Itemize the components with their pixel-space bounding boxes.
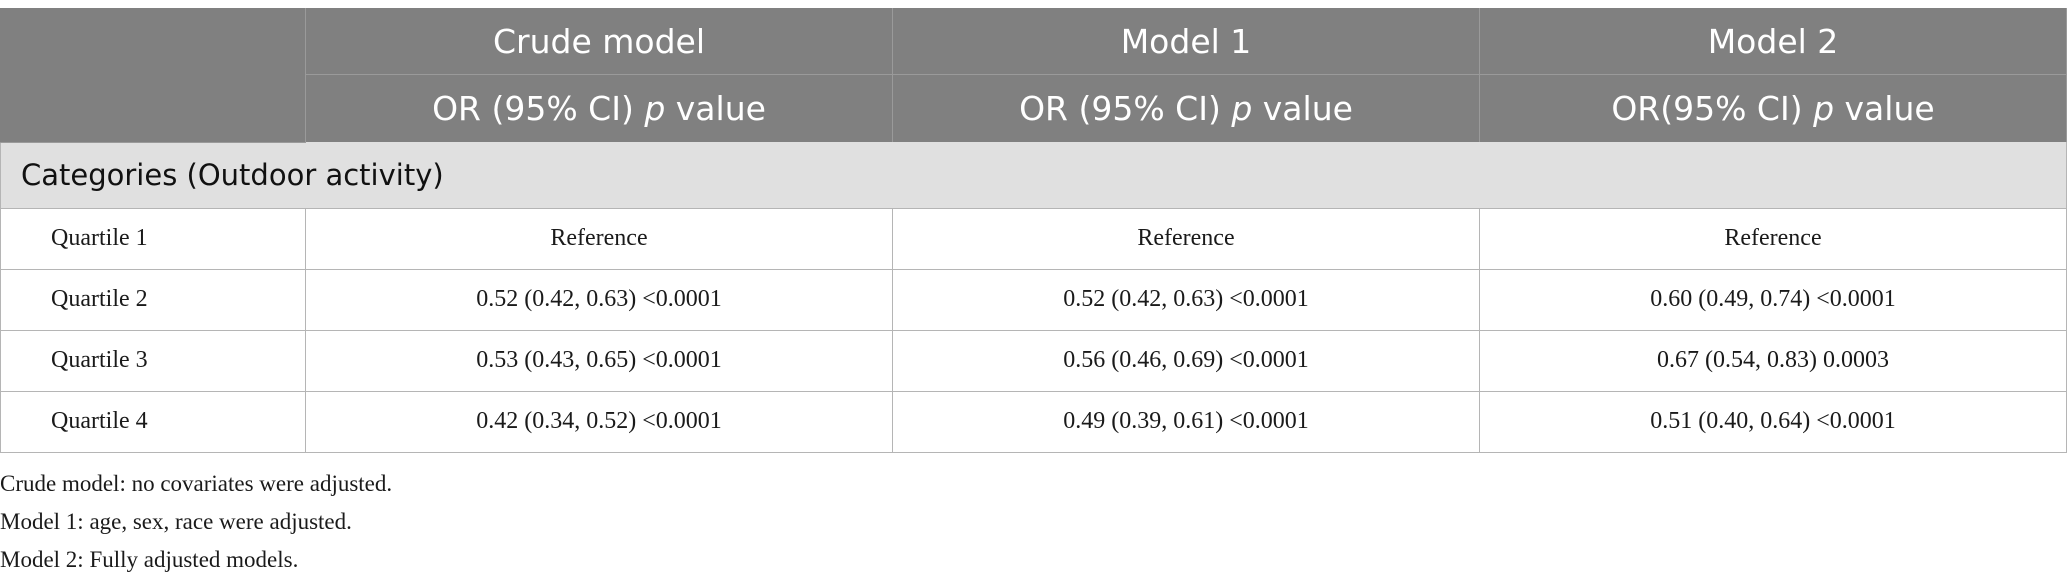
- header-model-1: Model 1: [892, 8, 1480, 75]
- header-corner-cell: [0, 8, 306, 143]
- row-label: Quartile 1: [0, 207, 306, 270]
- category-label: Categories (Outdoor activity): [0, 142, 2067, 209]
- table-row: Quartile 1 Reference Reference Reference: [0, 207, 2067, 270]
- p-symbol: p: [644, 89, 666, 128]
- table-row: Quartile 4 0.42 (0.34, 0.52) <0.0001 0.4…: [0, 390, 2067, 453]
- footnote: Crude model: no covariates were adjusted…: [0, 470, 393, 496]
- table-header: Crude model Model 1 Model 2 OR (95% CI) …: [0, 8, 2067, 143]
- table-footnotes: Crude model: no covariates were adjusted…: [0, 465, 2067, 579]
- cell-crude: 0.53 (0.43, 0.65) <0.0001: [305, 329, 893, 392]
- table-row: Quartile 3 0.53 (0.43, 0.65) <0.0001 0.5…: [0, 329, 2067, 392]
- header-row-models: Crude model Model 1 Model 2: [0, 8, 2067, 143]
- subheader-text: value: [1252, 89, 1353, 128]
- subheader-text: OR (95% CI): [432, 89, 645, 128]
- row-label: Quartile 2: [0, 268, 306, 331]
- cell-model-1: 0.52 (0.42, 0.63) <0.0001: [892, 268, 1480, 331]
- subheader-text: value: [1834, 89, 1935, 128]
- footnote: Model 1: age, sex, race were adjusted.: [0, 508, 352, 534]
- p-symbol: p: [1813, 89, 1835, 128]
- subheader-crude: OR (95% CI) p value: [305, 74, 893, 142]
- subheader-model-1: OR (95% CI) p value: [892, 74, 1480, 142]
- cell-crude: 0.42 (0.34, 0.52) <0.0001: [305, 390, 893, 453]
- cell-model-2: 0.60 (0.49, 0.74) <0.0001: [1479, 268, 2067, 331]
- table-row: Quartile 2 0.52 (0.42, 0.63) <0.0001 0.5…: [0, 268, 2067, 331]
- cell-model-1: Reference: [892, 207, 1480, 270]
- cell-model-2: 0.51 (0.40, 0.64) <0.0001: [1479, 390, 2067, 453]
- row-label: Quartile 3: [0, 329, 306, 392]
- results-table: Crude model Model 1 Model 2 OR (95% CI) …: [0, 8, 2067, 453]
- table-body: Categories (Outdoor activity) Quartile 1…: [0, 142, 2067, 453]
- cell-model-1: 0.49 (0.39, 0.61) <0.0001: [892, 390, 1480, 453]
- cell-crude: Reference: [305, 207, 893, 270]
- cell-model-2: 0.67 (0.54, 0.83) 0.0003: [1479, 329, 2067, 392]
- subheader-text: OR(95% CI): [1611, 89, 1814, 128]
- header-model-crude: Crude model: [305, 8, 893, 75]
- header-row-statistics: OR (95% CI) p value OR (95% CI) p value …: [1, 74, 2067, 142]
- footnote: Model 2: Fully adjusted models.: [0, 546, 299, 572]
- subheader-model-2: OR(95% CI) p value: [1479, 74, 2067, 142]
- p-symbol: p: [1231, 89, 1253, 128]
- row-label: Quartile 4: [0, 390, 306, 453]
- cell-model-2: Reference: [1479, 207, 2067, 270]
- cell-crude: 0.52 (0.42, 0.63) <0.0001: [305, 268, 893, 331]
- table-figure: Crude model Model 1 Model 2 OR (95% CI) …: [0, 8, 2067, 579]
- subheader-text: value: [665, 89, 766, 128]
- cell-model-1: 0.56 (0.46, 0.69) <0.0001: [892, 329, 1480, 392]
- category-row: Categories (Outdoor activity): [0, 142, 2067, 209]
- header-model-2: Model 2: [1479, 8, 2067, 75]
- subheader-text: OR (95% CI): [1019, 89, 1232, 128]
